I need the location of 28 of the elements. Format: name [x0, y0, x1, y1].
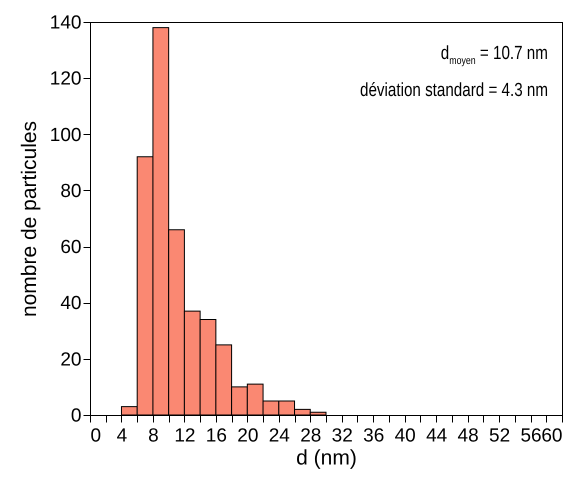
- x-tick-label: 60: [541, 426, 562, 446]
- y-axis-title: nombre de particules: [18, 120, 41, 318]
- y-tick-label: 140: [50, 12, 82, 34]
- x-tick-label: 40: [394, 426, 416, 446]
- annotation: d$_{moyen}$ = 10.7 nm: [440, 43, 548, 67]
- x-tick-label: 0: [90, 426, 102, 446]
- x-tick-label: 52: [488, 426, 510, 446]
- x-tick-label: 20: [237, 426, 258, 446]
- x-tick-label: 44: [426, 426, 448, 446]
- x-tick-label: 24: [268, 426, 290, 446]
- x-tick-label: 16: [206, 426, 227, 446]
- x-tick-label: 8: [148, 426, 159, 446]
- annotation: déviation standard = 4.3 nm: [360, 80, 548, 102]
- x-tick-label: 56: [520, 426, 542, 446]
- y-tick-label: 40: [60, 293, 82, 314]
- x-axis-title: d (nm): [296, 446, 357, 470]
- y-tick-label: 120: [50, 68, 82, 90]
- x-tick-label: 48: [458, 426, 479, 446]
- y-tick-label: 20: [60, 349, 82, 370]
- y-tick-label: 80: [60, 180, 82, 202]
- x-tick-label: 4: [116, 426, 128, 446]
- x-tick-label: 36: [363, 426, 384, 446]
- x-tick-label: 32: [332, 426, 353, 446]
- y-tick-label: 0: [70, 406, 82, 426]
- y-tick-label: 100: [50, 124, 82, 146]
- x-tick-label: 12: [174, 426, 196, 446]
- y-tick-label: 60: [60, 237, 82, 258]
- x-tick-label: 28: [300, 426, 322, 446]
